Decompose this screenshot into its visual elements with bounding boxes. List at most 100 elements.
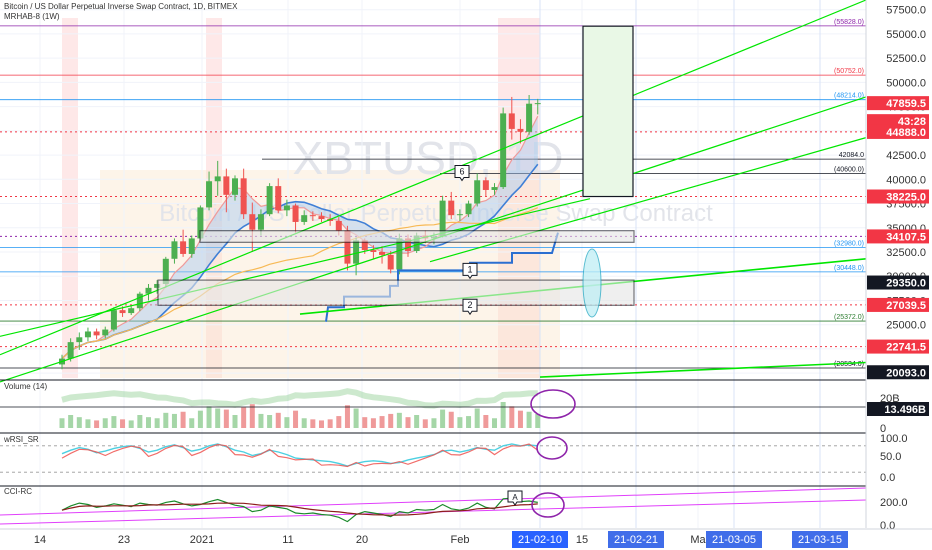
candle-body (249, 214, 256, 230)
candle-body (119, 310, 126, 314)
wrsi-tick-label: 50.0 (880, 451, 901, 463)
annotation-label: 6 (459, 166, 464, 176)
level-label: (20534.0) (834, 361, 864, 368)
cci-trend-line (0, 487, 867, 516)
volume-bar (431, 418, 437, 428)
candle-body (171, 241, 178, 259)
volume-bar (344, 405, 350, 428)
candle-body (275, 186, 282, 211)
drawings[interactable]: 6 1 2 (0, 0, 932, 383)
price-tag-bg (867, 189, 929, 204)
trendline (0, 198, 591, 337)
volume-bar (517, 410, 523, 428)
candle-body (154, 283, 161, 288)
volume-bar (68, 415, 74, 428)
volume-bar (466, 416, 472, 428)
candle-body (84, 331, 91, 338)
cci-highlight-ellipse (531, 492, 565, 518)
price-tag-label: 47859.5 (886, 98, 926, 110)
wrsi-panel-name: wRSI_SR (3, 435, 39, 444)
cloud-band (100, 170, 560, 378)
volume-bar (85, 419, 91, 428)
volume-bar (232, 415, 238, 428)
volume-bar (120, 419, 126, 428)
candle-body (309, 215, 316, 217)
volume-bar (500, 402, 506, 428)
volume-bar (388, 413, 394, 428)
volume-bar (111, 416, 117, 428)
candle-body (292, 205, 299, 222)
y-tick-label: 25000.0 (886, 320, 926, 332)
x-highlight-label: 21-02-10 (518, 534, 562, 546)
x-tick-label: 23 (118, 534, 130, 546)
cci-average-line (61, 502, 538, 516)
candle-body (344, 230, 351, 264)
level-label: (48214.0) (834, 93, 864, 100)
y-tick-label: 55000.0 (886, 29, 926, 41)
wrsi-line (61, 443, 538, 467)
volume-bar (267, 415, 273, 428)
indicator-name: MRHAB-8 (1W) (4, 12, 60, 21)
cci-panel-name: CCI-RC (4, 487, 32, 496)
time-axis: 14 23 2021 11 20 Feb 15 Ma 21-02-10 21-02-21 21-03… (0, 528, 932, 550)
candle-body (379, 252, 386, 255)
candle-body (93, 331, 100, 336)
annotation-callout (462, 262, 478, 280)
volume-bar (362, 417, 368, 428)
volume-bar (414, 415, 420, 428)
range-box-upper (199, 230, 635, 243)
x-highlight-bg (512, 531, 568, 548)
volume-bar (137, 415, 143, 428)
level-label: (55828.0) (834, 19, 864, 26)
volume-bar (327, 419, 333, 428)
volume-bar (76, 417, 82, 428)
candle-body (448, 200, 455, 216)
candle-body (214, 176, 221, 182)
candle-body (257, 214, 264, 230)
trendline (539, 361, 867, 378)
candle-body (526, 103, 533, 132)
candle-body (266, 186, 273, 215)
volume-bar (171, 413, 177, 428)
candle-body (405, 238, 411, 252)
candle-body (206, 181, 213, 208)
target-ellipse (582, 248, 602, 318)
projection-box (582, 25, 634, 198)
price-tag-bg (867, 365, 929, 380)
ma-line-orange (61, 207, 539, 360)
volume-bar (474, 408, 480, 428)
level-label: (50752.0) (834, 68, 864, 75)
candle-body (353, 240, 360, 264)
volume-tick-label: 0 (880, 423, 886, 435)
candle-body (370, 250, 377, 252)
x-tick-label: Ma (690, 534, 706, 546)
annotation-callout (507, 490, 523, 506)
wrsi-tick-label: 100.0 (880, 433, 908, 445)
trendline (0, 0, 867, 356)
x-highlight-bg (706, 531, 762, 548)
candle-body (387, 254, 394, 270)
price-tag-bg (867, 297, 929, 312)
volume-bar (189, 418, 195, 428)
volume-bar (379, 416, 385, 428)
volume-bar (353, 408, 359, 428)
volume-bar (448, 411, 454, 428)
volume-bar (301, 418, 307, 428)
candle-body (500, 113, 507, 188)
x-tick-label: 2021 (190, 534, 214, 546)
volume-bar (197, 410, 203, 428)
volume-bar (215, 408, 221, 428)
candle-body (128, 308, 135, 314)
x-highlight-bg (792, 531, 848, 548)
chart-title: Bitcoin / US Dollar Perpetual Inverse Sw… (4, 2, 238, 11)
volume-bar (275, 412, 281, 428)
volume-bar (180, 411, 186, 428)
x-highlight-label: 21-02-21 (614, 534, 658, 546)
candle-body (456, 214, 463, 216)
candle-body (188, 238, 195, 254)
volume-bar (319, 420, 324, 428)
candle-body (110, 310, 117, 330)
price-tag-bg (867, 229, 929, 244)
volume-tag-bg (867, 402, 929, 416)
